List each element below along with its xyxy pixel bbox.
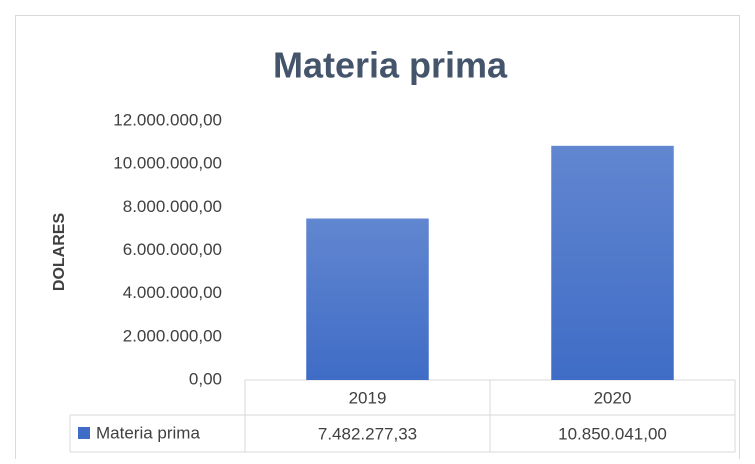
legend-label: Materia prima: [96, 423, 200, 442]
y-tick-label: 4.000.000,00: [123, 283, 222, 302]
y-axis-label: DOLARES: [51, 213, 68, 292]
table-value: 7.482.277,33: [318, 424, 417, 443]
y-tick-label: 0,00: [189, 369, 222, 388]
y-tick-label: 2.000.000,00: [123, 326, 222, 345]
y-tick-label: 8.000.000,00: [123, 197, 222, 216]
data-table: [69, 380, 736, 453]
legend-swatch: [78, 427, 90, 439]
bar: [551, 145, 674, 380]
y-tick-label: 10.000.000,00: [113, 154, 222, 173]
x-tick-label: 2019: [349, 388, 387, 407]
y-tick-label: 12.000.000,00: [113, 110, 222, 129]
bar: [306, 218, 429, 380]
table-value: 10.850.041,00: [558, 424, 667, 443]
x-tick-label: 2020: [594, 388, 632, 407]
chart-title: Materia prima: [273, 45, 508, 86]
y-tick-label: 6.000.000,00: [123, 240, 222, 259]
